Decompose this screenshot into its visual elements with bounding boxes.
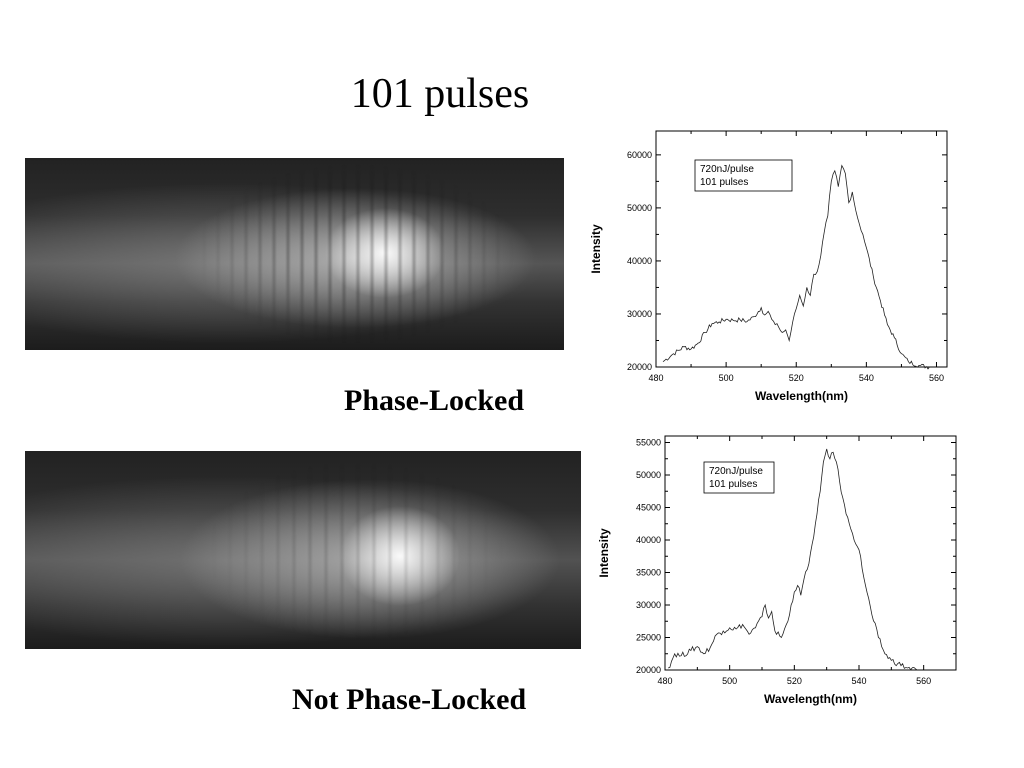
- page-title: 101 pulses: [350, 71, 530, 117]
- y-tick-label: 30000: [636, 600, 661, 610]
- spectrum-chart-phase-locked: 480 500 520 540 560 20000 30000 40000 50000 60000…: [589, 130, 948, 403]
- y-tick-label: 50000: [636, 470, 661, 480]
- x-tick-label: 560: [929, 373, 944, 383]
- y-axis-label: Intensity: [589, 224, 603, 274]
- y-tick-label: 40000: [636, 535, 661, 545]
- annotation-box: [694, 159, 793, 192]
- y-tick-label: 60000: [627, 150, 652, 160]
- spectrum-line: [668, 448, 918, 671]
- y-tick-label: 40000: [627, 256, 652, 266]
- plot-frame: [655, 130, 948, 368]
- camera-glow: [25, 158, 564, 350]
- x-tick-label: 500: [719, 373, 734, 383]
- y-tick-label: 55000: [636, 438, 661, 448]
- x-tick-label: 560: [916, 676, 931, 686]
- x-tick-label: 540: [859, 373, 874, 383]
- not-phase-locked-camera-image: [25, 451, 581, 649]
- y-tick-label: 45000: [636, 503, 661, 513]
- y-tick-label: 25000: [636, 633, 661, 643]
- x-tick-label: 480: [648, 373, 663, 383]
- x-tick-label: 520: [789, 373, 804, 383]
- interference-fringes: [25, 158, 564, 350]
- spectrum-line: [662, 164, 930, 370]
- annotation-text: 720nJ/pulse: [700, 164, 754, 175]
- y-tick-label: 20000: [636, 665, 661, 675]
- spectrum-chart-not-phase-locked: 480 500 520 540 560 20000 25000 30000 35000 40000…: [597, 435, 957, 706]
- x-axis-label: Wavelength(nm): [755, 389, 848, 403]
- annotation-text: 720nJ/pulse: [709, 466, 763, 477]
- x-tick-label: 540: [851, 676, 866, 686]
- x-axis-label: Wavelength(nm): [764, 692, 857, 706]
- not-phase-locked-caption: Not Phase-Locked: [292, 683, 527, 716]
- phase-locked-camera-image: [25, 158, 564, 350]
- x-tick-label: 480: [657, 676, 672, 686]
- annotation-text: 101 pulses: [700, 177, 748, 188]
- x-tick-label: 500: [722, 676, 737, 686]
- weak-fringes: [25, 451, 581, 649]
- y-tick-label: 30000: [627, 309, 652, 319]
- x-tick-label: 520: [787, 676, 802, 686]
- y-axis-label: Intensity: [597, 528, 611, 578]
- annotation-text: 101 pulses: [709, 479, 757, 490]
- camera-glow: [25, 451, 581, 649]
- y-tick-label: 50000: [627, 203, 652, 213]
- phase-locked-caption: Phase-Locked: [344, 384, 524, 417]
- y-tick-label: 35000: [636, 568, 661, 578]
- y-tick-label: 20000: [627, 362, 652, 372]
- plot-frame: [664, 435, 957, 671]
- annotation-box: [703, 461, 775, 494]
